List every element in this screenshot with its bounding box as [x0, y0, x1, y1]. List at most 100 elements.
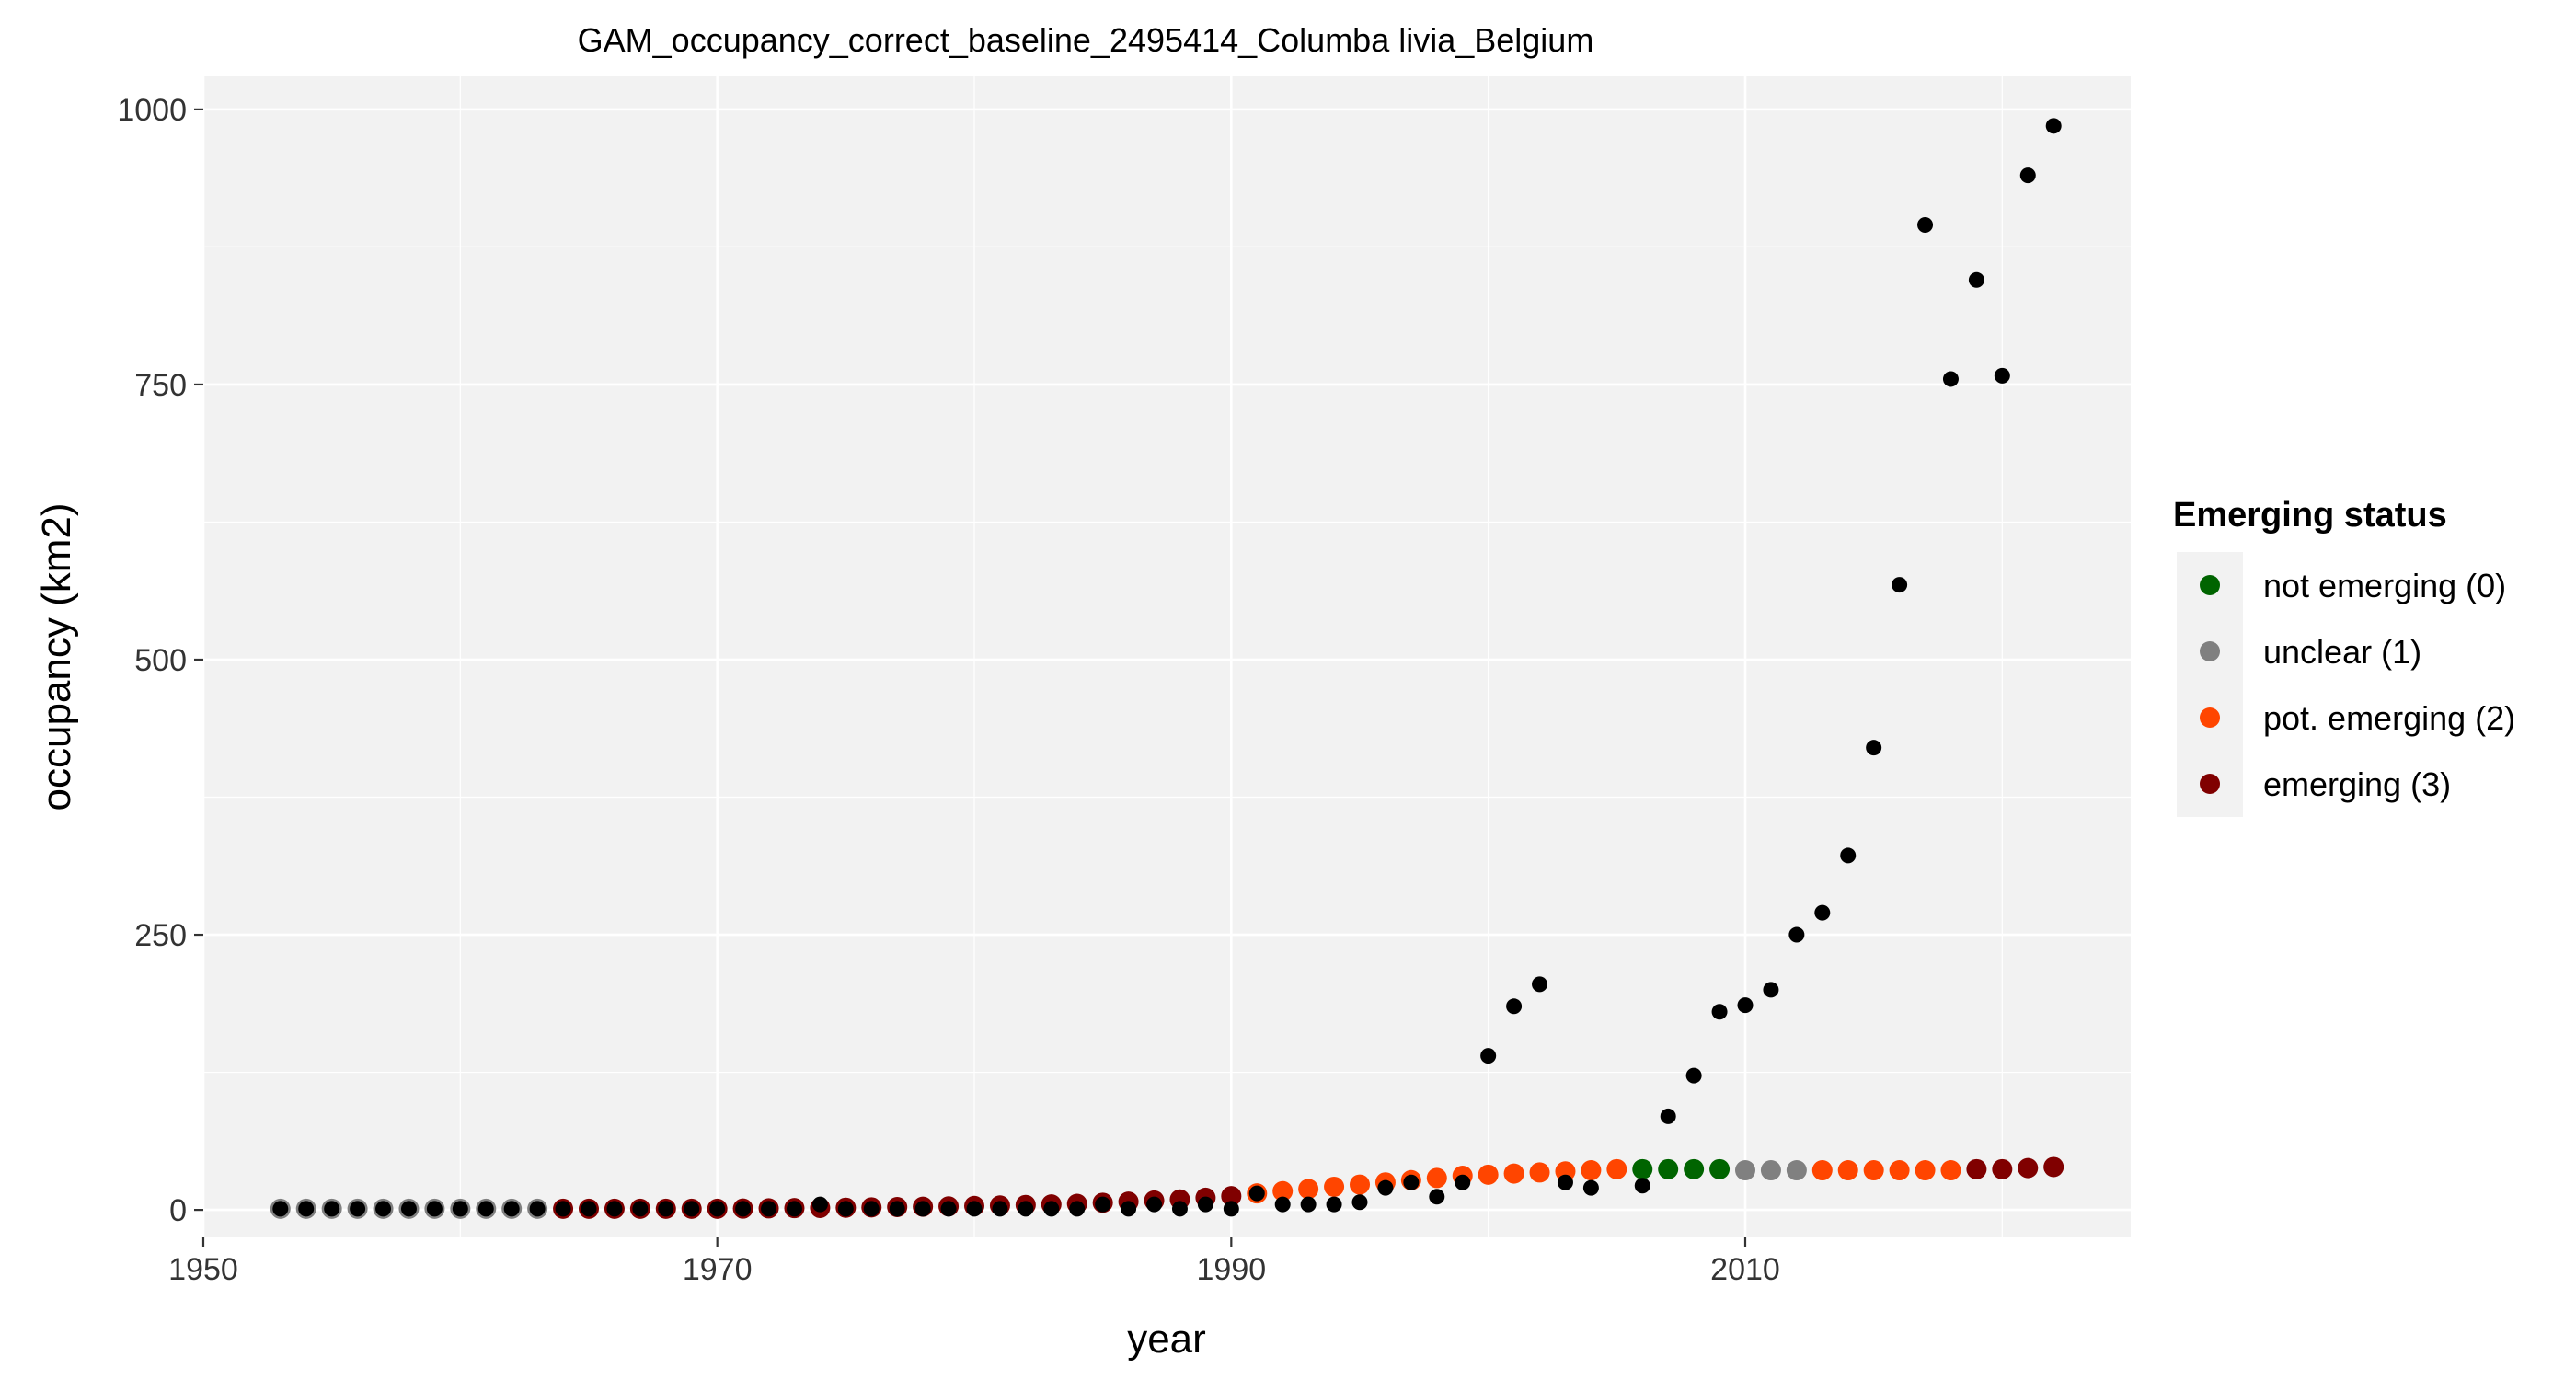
- plot-panel: [203, 76, 2131, 1237]
- legend-key: [2200, 641, 2220, 661]
- legend-label: unclear (1): [2263, 633, 2421, 671]
- observed-point: [1171, 1201, 1188, 1217]
- legend: Emerging status not emerging (0) unclear …: [2173, 496, 2515, 817]
- y-tick-label: 500: [134, 643, 187, 678]
- observed-point: [1866, 740, 1882, 756]
- observed-point: [1121, 1201, 1137, 1217]
- fitted-point: [1426, 1167, 1447, 1189]
- observed-point: [350, 1201, 366, 1217]
- fitted-point: [1529, 1162, 1550, 1183]
- fitted-point: [1786, 1160, 1807, 1181]
- observed-point: [272, 1201, 289, 1217]
- observed-point: [1326, 1196, 1342, 1213]
- observed-point: [1300, 1196, 1317, 1213]
- observed-point: [966, 1201, 983, 1217]
- observed-point: [298, 1201, 315, 1217]
- fitted-point: [1940, 1160, 1961, 1181]
- observed-point: [1274, 1196, 1291, 1213]
- observed-point: [1711, 1004, 1728, 1020]
- observed-point: [1685, 1067, 1702, 1084]
- x-axis-title: year: [1127, 1317, 1206, 1362]
- x-tick-label: 1990: [1197, 1252, 1267, 1287]
- observed-point: [1018, 1201, 1034, 1217]
- observed-point: [1763, 982, 1779, 998]
- observed-point: [1403, 1174, 1420, 1190]
- x-tick-label: 1970: [683, 1252, 753, 1287]
- observed-point: [863, 1201, 880, 1217]
- observed-point: [940, 1201, 957, 1217]
- observed-point: [1351, 1194, 1368, 1211]
- observed-point: [1043, 1201, 1060, 1217]
- observed-point: [1892, 577, 1908, 593]
- observed-point: [606, 1201, 623, 1217]
- observed-point: [324, 1201, 340, 1217]
- observed-point: [1917, 216, 1934, 233]
- observed-point: [1788, 926, 1805, 943]
- observed-point: [1069, 1201, 1086, 1217]
- observed-point: [503, 1201, 520, 1217]
- fitted-point: [1915, 1160, 1936, 1181]
- fitted-point: [1966, 1158, 1987, 1179]
- observed-point: [761, 1201, 777, 1217]
- observed-point: [1942, 371, 1959, 387]
- observed-point: [1582, 1179, 1599, 1196]
- fitted-point: [1684, 1158, 1705, 1179]
- observed-point: [1660, 1108, 1676, 1124]
- x-tick-label: 2010: [1710, 1252, 1780, 1287]
- observed-point: [400, 1201, 417, 1217]
- fitted-point: [1811, 1160, 1833, 1181]
- observed-point: [658, 1201, 674, 1217]
- observed-point: [1840, 847, 1857, 864]
- observed-point: [581, 1201, 597, 1217]
- fitted-point: [1350, 1174, 1370, 1195]
- legend-key-background: [2177, 552, 2243, 817]
- observed-point: [1197, 1196, 1213, 1213]
- legend-items: not emerging (0) unclear (1) pot. emerging…: [2200, 567, 2515, 803]
- observed-point: [2045, 118, 2062, 134]
- fitted-point: [1709, 1158, 1731, 1179]
- observed-point: [1634, 1178, 1650, 1194]
- legend-key: [2200, 707, 2220, 728]
- observed-point: [837, 1201, 854, 1217]
- fitted-point: [1581, 1160, 1602, 1181]
- fitted-point: [1992, 1158, 2013, 1179]
- observed-point: [992, 1201, 1008, 1217]
- observed-point: [1480, 1048, 1497, 1064]
- observed-point: [1095, 1196, 1111, 1213]
- observed-point: [786, 1201, 802, 1217]
- axes: 1950 1970 1990 2010 0 250 500 750 1000: [117, 93, 1779, 1287]
- observed-point: [914, 1201, 931, 1217]
- fitted-point: [1863, 1160, 1884, 1181]
- fitted-point: [2018, 1157, 2039, 1179]
- observed-point: [709, 1201, 726, 1217]
- observed-series: [272, 118, 2062, 1217]
- observed-point: [735, 1201, 752, 1217]
- observed-point: [1532, 976, 1548, 993]
- fitted-point: [1272, 1180, 1294, 1202]
- fitted-point: [1760, 1160, 1781, 1181]
- observed-point: [1377, 1179, 1394, 1196]
- fitted-point: [1606, 1158, 1627, 1179]
- legend-title: Emerging status: [2173, 496, 2447, 535]
- observed-point: [1146, 1196, 1163, 1213]
- fitted-point: [1632, 1158, 1653, 1179]
- fitted-point: [1478, 1164, 1499, 1185]
- y-tick-label: 750: [134, 368, 187, 403]
- chart-title: GAM_occupancy_correct_baseline_2495414_C…: [578, 21, 1594, 59]
- observed-point: [684, 1201, 700, 1217]
- grid-lines: [201, 76, 2131, 1237]
- observed-point: [529, 1201, 546, 1217]
- observed-point: [477, 1201, 494, 1217]
- observed-point: [889, 1201, 905, 1217]
- observed-point: [1968, 271, 1984, 288]
- y-tick-label: 1000: [117, 93, 187, 128]
- observed-point: [1557, 1174, 1573, 1190]
- fitted-point: [1735, 1160, 1755, 1181]
- y-axis-title: occupancy (km2): [34, 502, 79, 811]
- legend-label: emerging (3): [2263, 765, 2451, 803]
- observed-point: [1814, 904, 1831, 921]
- observed-point: [811, 1196, 828, 1213]
- observed-point: [1223, 1201, 1239, 1217]
- legend-label: not emerging (0): [2263, 567, 2506, 604]
